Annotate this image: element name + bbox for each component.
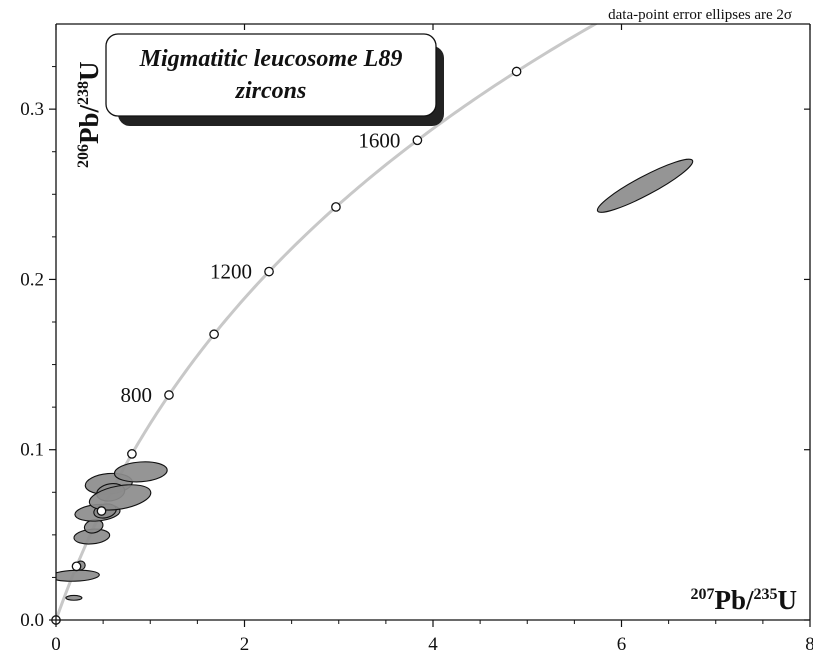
concordia-age-label: 1200 xyxy=(210,260,252,284)
y-tick-label: 0.3 xyxy=(20,99,44,120)
concordia-age-marker xyxy=(164,390,174,400)
x-tick-label: 4 xyxy=(428,634,438,655)
error-ellipse xyxy=(88,484,152,511)
x-tick-label: 8 xyxy=(805,634,813,655)
concordia-age-marker xyxy=(412,135,423,146)
x-axis-title-mass-a: 207 xyxy=(690,586,714,603)
error-ellipse xyxy=(65,594,83,601)
concordia-age-marker xyxy=(264,266,274,277)
y-axis-title: 206Pb/238U xyxy=(74,61,104,168)
error-ellipse-note: data-point error ellipses are 2σ xyxy=(608,7,792,23)
y-tick-label: 0.0 xyxy=(20,610,44,631)
y-axis-title-mass-b: 238 xyxy=(75,81,92,105)
concordia-age-marker xyxy=(511,66,522,77)
x-tick-label: 2 xyxy=(240,634,250,655)
error-ellipse xyxy=(596,158,694,213)
axes-layer: 0 2 4 6 8 0.0 0.1 0.2 0.3 xyxy=(20,23,813,655)
error-ellipse xyxy=(56,569,100,582)
x-tick-label: 0 xyxy=(51,634,61,655)
concordia-age-label: 1600 xyxy=(358,128,400,152)
x-axis-title-elem-a: Pb/ xyxy=(714,585,754,615)
concordia-age-marker xyxy=(209,329,219,340)
y-tick-label: 0.2 xyxy=(20,269,44,290)
chart-title-line-1: Migmatitic leucosome L89 xyxy=(139,46,403,72)
error-ellipses-layer xyxy=(56,158,694,601)
y-axis-title-elem-a: Pb/ xyxy=(74,104,104,144)
title-box-frame xyxy=(105,33,437,117)
error-ellipse xyxy=(113,461,168,483)
x-axis-title: 207Pb/235U xyxy=(690,585,797,615)
title-box: Migmatitic leucosome L89 zircons xyxy=(105,33,444,126)
concordia-age-marker xyxy=(331,202,341,212)
concordia-age-marker xyxy=(71,561,82,572)
y-tick-label: 0.1 xyxy=(20,440,44,461)
chart-title-line-2: zircons xyxy=(235,78,307,104)
concordia-age-marker xyxy=(127,449,137,459)
x-axis-title-mass-b: 235 xyxy=(754,586,778,603)
concordia-age-marker xyxy=(96,506,107,516)
concordia-age-markers-layer: 800 1200 1600 xyxy=(51,66,522,625)
concordia-age-label: 800 xyxy=(120,383,152,407)
y-axis-title-elem-b: U xyxy=(74,61,104,81)
x-axis-title-elem-b: U xyxy=(778,585,798,615)
x-tick-label: 6 xyxy=(617,634,627,655)
y-axis-title-mass-a: 206 xyxy=(75,144,92,168)
